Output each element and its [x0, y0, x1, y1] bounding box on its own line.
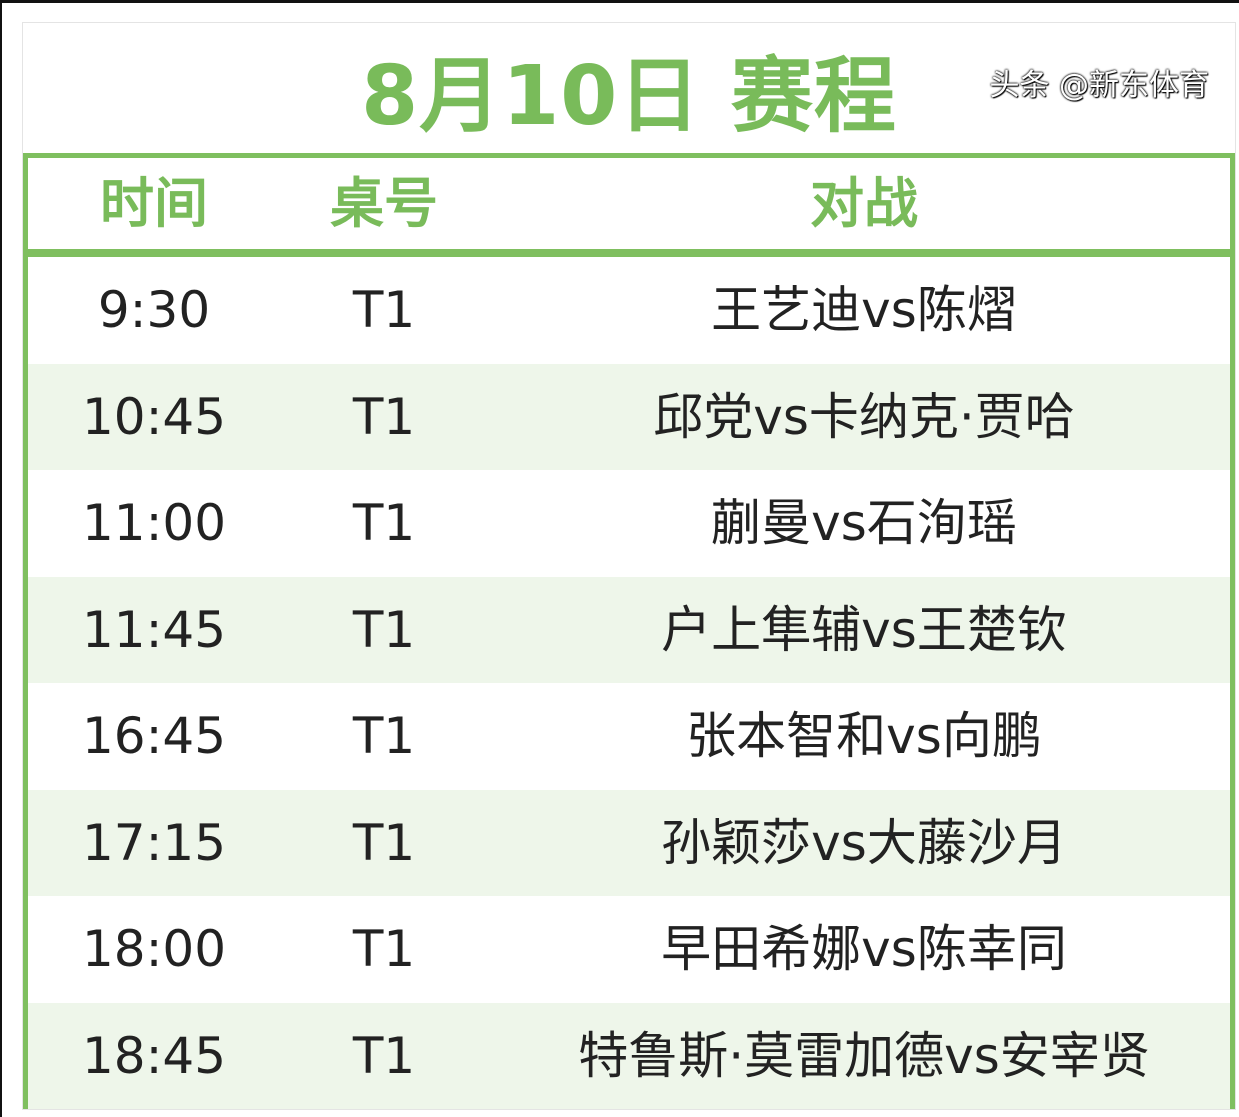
- time-cell: 9:30: [97, 281, 211, 339]
- time-cell: 17:15: [81, 813, 227, 872]
- table-row: 10:45 T1 邱党vs卡纳克·贾哈: [28, 363, 1230, 470]
- table-cell: T1: [352, 281, 416, 339]
- header-time: 时间: [100, 172, 208, 235]
- match-cell: 王艺迪vs陈熠: [711, 281, 1017, 339]
- time-cell: 18:45: [81, 1026, 227, 1085]
- table-cell: T1: [352, 1026, 416, 1085]
- header-table: 桌号: [330, 172, 438, 235]
- match-cell: 邱党vs卡纳克·贾哈: [653, 387, 1075, 446]
- table-cell: T1: [352, 707, 416, 765]
- time-cell: 10:45: [81, 387, 227, 446]
- table-cell: T1: [352, 494, 416, 552]
- header-match: 对战: [810, 172, 918, 235]
- match-cell: 早田希娜vs陈幸同: [661, 920, 1067, 978]
- table-cell: T1: [352, 387, 416, 446]
- time-cell: 11:00: [81, 494, 227, 552]
- table-body: 9:30 T1 王艺迪vs陈熠 10:45 T1 邱党vs卡纳克·贾哈 11:00 T1 蒯曼v…: [28, 257, 1230, 1109]
- match-cell: 特鲁斯·莫雷加德vs安宰贤: [578, 1026, 1150, 1085]
- table-row: 18:45 T1 特鲁斯·莫雷加德vs安宰贤: [28, 1002, 1230, 1109]
- watermark: 头条 @新东体育: [989, 68, 1209, 103]
- time-cell: 11:45: [81, 600, 227, 659]
- match-cell: 蒯曼vs石洵瑶: [711, 494, 1017, 552]
- schedule-card: 8月10日 赛程 时间 桌号 对战 9:30 T1 王艺迪vs陈熠 10:45 T1 邱党…: [22, 22, 1236, 1110]
- schedule-title: 8月10日 赛程: [361, 48, 897, 144]
- table-cell: T1: [352, 813, 416, 872]
- table-row: 16:45 T1 张本智和vs向鹏: [28, 683, 1230, 790]
- table-row: 11:00 T1 蒯曼vs石洵瑶: [28, 470, 1230, 577]
- match-cell: 户上隼辅vs王楚钦: [661, 600, 1067, 659]
- time-cell: 18:00: [81, 920, 227, 978]
- table-row: 9:30 T1 王艺迪vs陈熠: [28, 257, 1230, 364]
- match-cell: 孙颖莎vs大藤沙月: [661, 813, 1067, 872]
- table-cell: T1: [352, 600, 416, 659]
- time-cell: 16:45: [81, 707, 227, 765]
- table-row: 17:15 T1 孙颖莎vs大藤沙月: [28, 789, 1230, 896]
- match-cell: 张本智和vs向鹏: [686, 707, 1042, 765]
- table-cell: T1: [352, 920, 416, 978]
- schedule-table: 时间 桌号 对战 9:30 T1 王艺迪vs陈熠 10:45 T1 邱党vs卡纳克·贾哈 1…: [23, 153, 1235, 1109]
- table-row: 18:00 T1 早田希娜vs陈幸同: [28, 896, 1230, 1003]
- table-header: 时间 桌号 对战: [28, 158, 1230, 257]
- table-row: 11:45 T1 户上隼辅vs王楚钦: [28, 576, 1230, 683]
